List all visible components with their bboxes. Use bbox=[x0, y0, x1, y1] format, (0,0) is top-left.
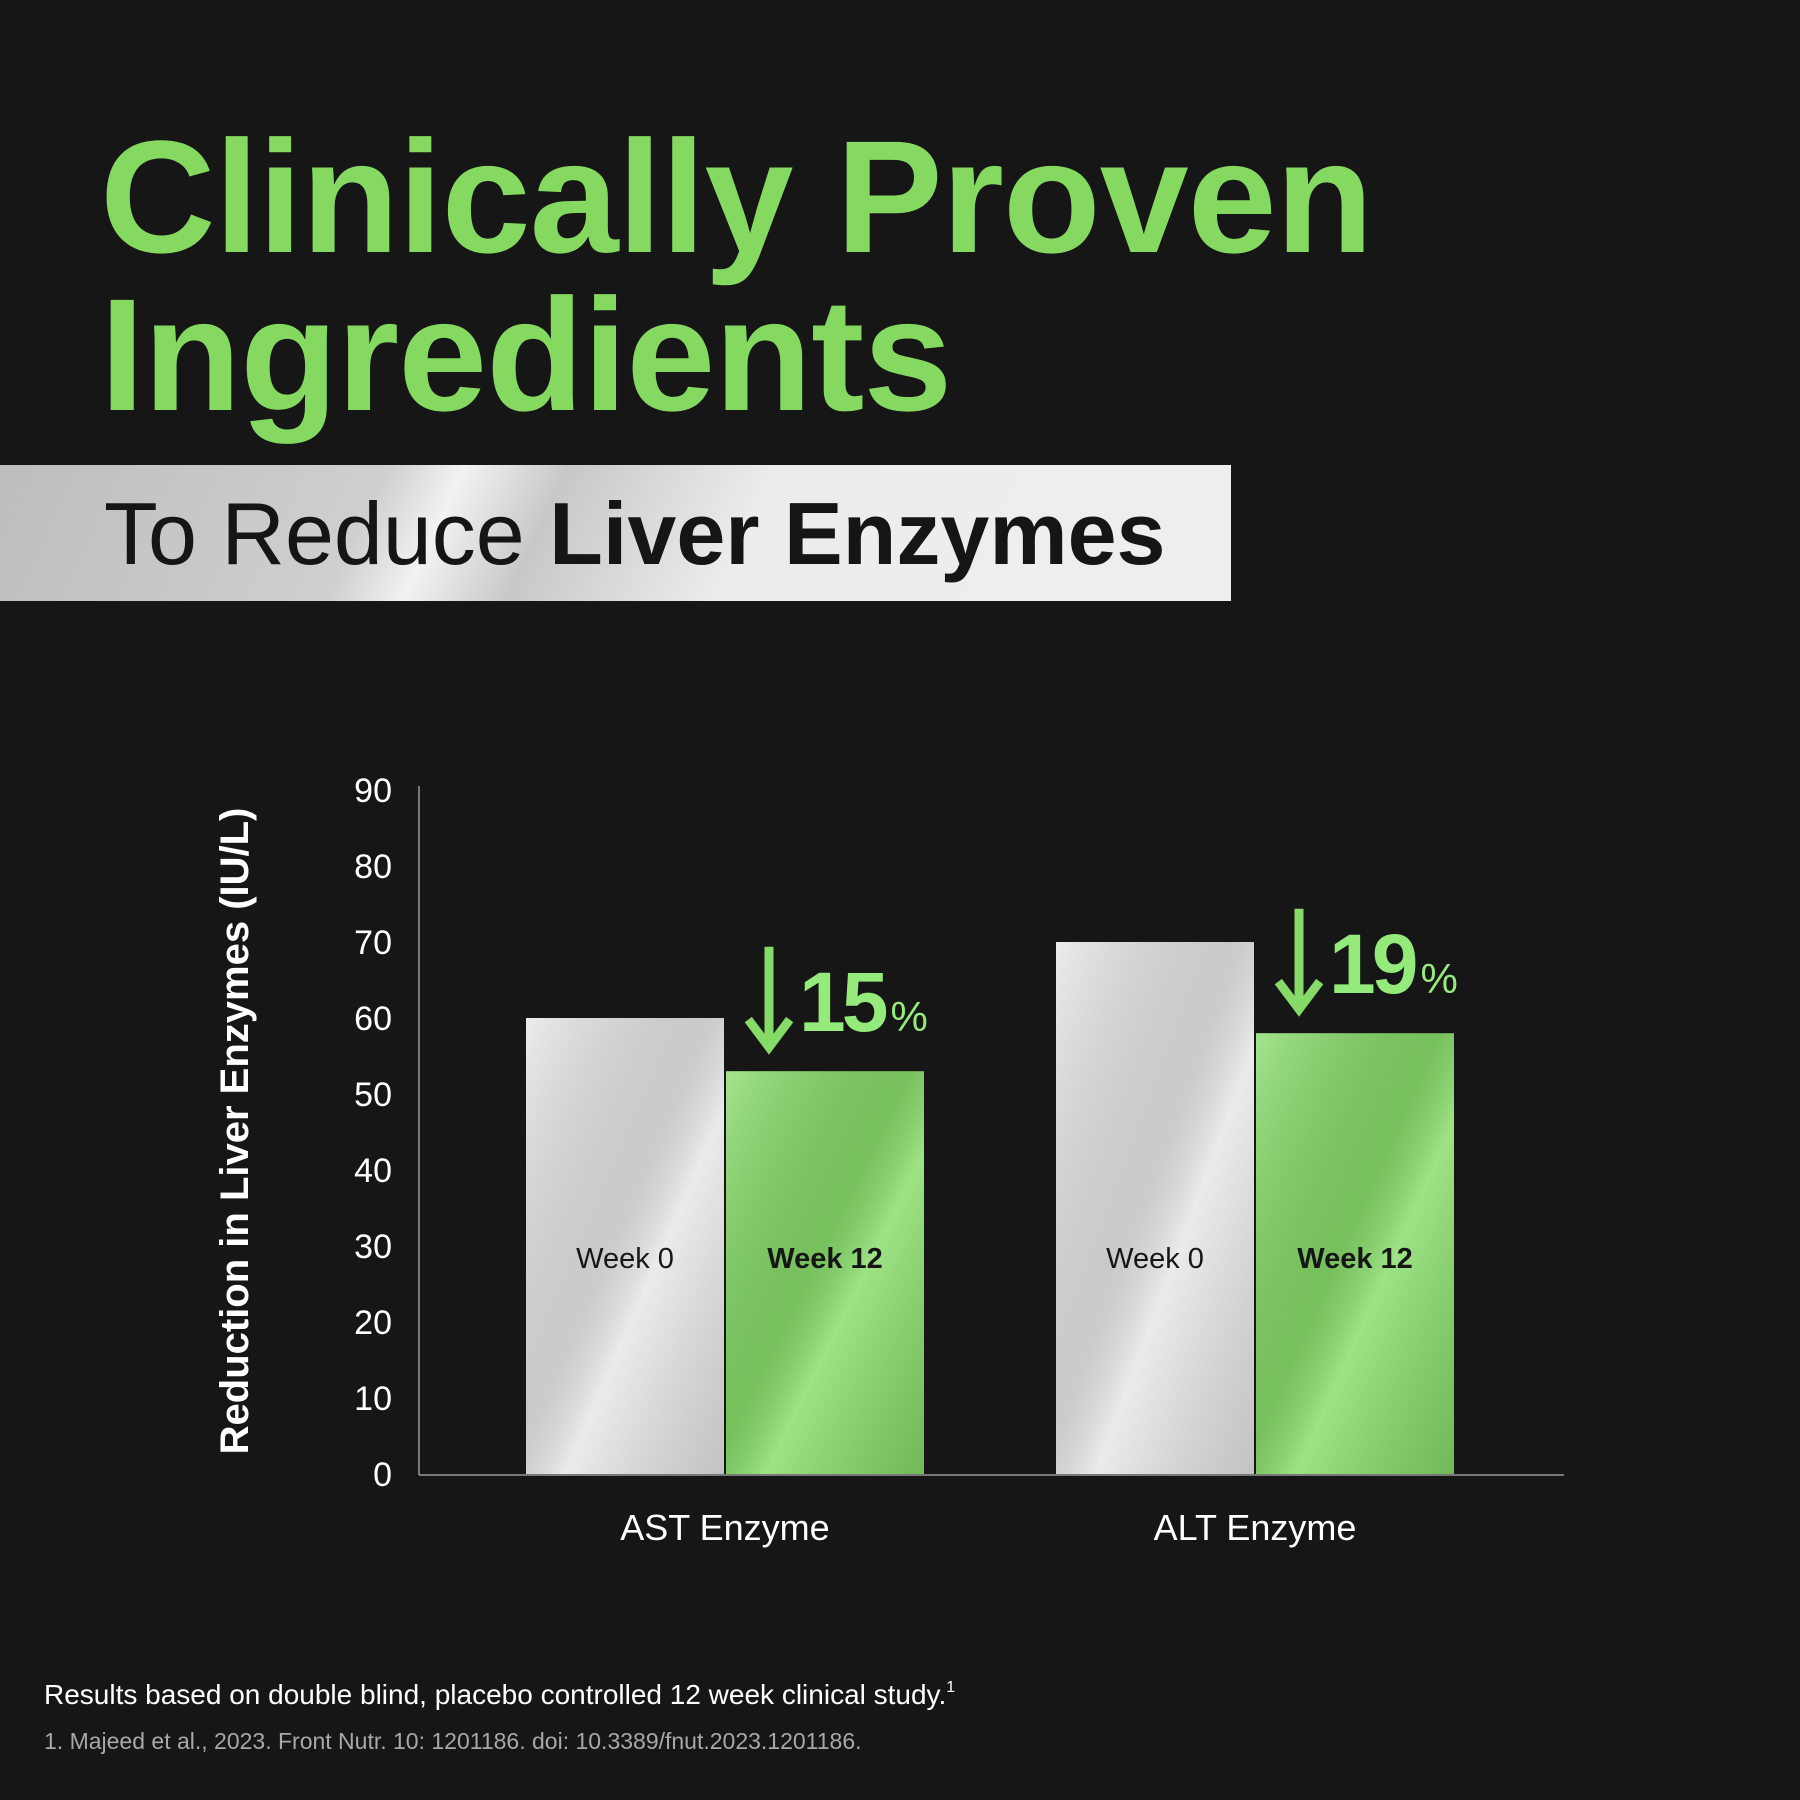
y-tick-label: 70 bbox=[354, 924, 392, 962]
bar-label: Week 0 bbox=[576, 1243, 674, 1275]
y-tick-label: 40 bbox=[354, 1152, 392, 1190]
x-tick-label: AST Enzyme bbox=[620, 1507, 829, 1548]
bar-sheen bbox=[726, 1071, 924, 1474]
footnote-ref: 1 bbox=[946, 1679, 955, 1696]
y-tick-label: 0 bbox=[373, 1456, 392, 1494]
annotation: 15% bbox=[799, 955, 928, 1049]
y-tick-label: 30 bbox=[354, 1228, 392, 1266]
x-tick-label: ALT Enzyme bbox=[1154, 1507, 1357, 1548]
y-tick-label: 80 bbox=[354, 848, 392, 886]
y-tick-label: 60 bbox=[354, 1000, 392, 1038]
bar-label: Week 0 bbox=[1106, 1243, 1204, 1275]
citation: 1. Majeed et al., 2023. Front Nutr. 10: … bbox=[44, 1728, 862, 1754]
bar-sheen bbox=[1256, 1033, 1454, 1474]
y-tick-label: 50 bbox=[354, 1076, 392, 1114]
y-tick-label: 90 bbox=[354, 772, 392, 810]
annotation-arrow bbox=[1274, 908, 1324, 1017]
subtitle-bold: Liver Enzymes bbox=[549, 484, 1166, 583]
annotation-number: 19 bbox=[1329, 917, 1416, 1011]
subtitle-band bbox=[0, 465, 1231, 601]
subtitle-plain: To Reduce bbox=[104, 484, 525, 583]
annotation-unit: % bbox=[890, 993, 927, 1040]
footnote-text: Results based on double blind, placebo c… bbox=[44, 1679, 946, 1710]
y-tick-label: 10 bbox=[354, 1380, 392, 1418]
y-axis-label: Reduction in Liver Enzymes (IU/L) bbox=[213, 808, 257, 1455]
annotation-unit: % bbox=[1420, 955, 1457, 1002]
annotation-arrow bbox=[744, 946, 794, 1055]
subtitle: To Reduce Liver Enzymes bbox=[104, 483, 1165, 585]
bar-sheen bbox=[1056, 942, 1254, 1474]
annotation: 19% bbox=[1329, 917, 1458, 1011]
title: Clinically Proven Ingredients bbox=[100, 107, 1373, 444]
y-tick-label: 20 bbox=[354, 1304, 392, 1342]
bar-label: Week 12 bbox=[1297, 1243, 1413, 1275]
bar-sheen bbox=[526, 1018, 724, 1474]
bar-label: Week 12 bbox=[767, 1243, 883, 1275]
footnote: Results based on double blind, placebo c… bbox=[44, 1679, 955, 1710]
annotation-number: 15 bbox=[799, 955, 887, 1049]
